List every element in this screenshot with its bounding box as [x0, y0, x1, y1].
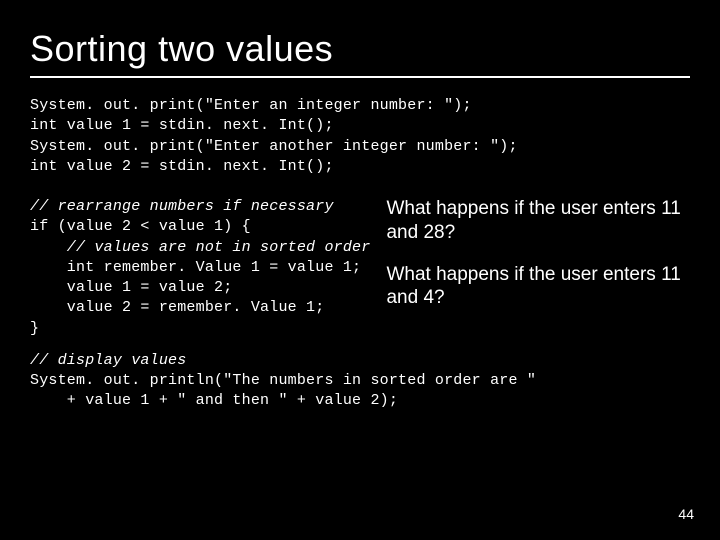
code-comment: // values are not in sorted order [30, 238, 370, 258]
code-comment: // display values [30, 351, 690, 371]
code-line: int value 2 = stdin. next. Int(); [30, 158, 334, 175]
code-line: value 1 = value 2; [30, 278, 370, 298]
questions-column: What happens if the user enters 11 and 2… [378, 197, 690, 339]
page-number: 44 [678, 506, 694, 522]
code-comment: // rearrange numbers if necessary [30, 197, 370, 217]
code-line: System. out. print("Enter another intege… [30, 138, 518, 155]
code-line: System. out. println("The numbers in sor… [30, 371, 690, 391]
code-line: value 2 = remember. Value 1; [30, 298, 370, 318]
slide: Sorting two values System. out. print("E… [0, 0, 720, 540]
code-line: + value 1 + " and then " + value 2); [30, 391, 690, 411]
code-block-1: System. out. print("Enter an integer num… [30, 96, 690, 177]
page-title: Sorting two values [30, 28, 690, 70]
code-line: int remember. Value 1 = value 1; [30, 258, 370, 278]
code-line: } [30, 319, 370, 339]
two-column-region: // rearrange numbers if necessary if (va… [30, 197, 690, 339]
question-2: What happens if the user enters 11 and 4… [386, 263, 690, 311]
code-block-3: // display values System. out. println("… [30, 351, 690, 412]
code-block-2: // rearrange numbers if necessary if (va… [30, 197, 370, 339]
code-line: int value 1 = stdin. next. Int(); [30, 117, 334, 134]
title-underline [30, 76, 690, 78]
code-line: System. out. print("Enter an integer num… [30, 97, 472, 114]
question-1: What happens if the user enters 11 and 2… [386, 197, 690, 245]
code-line: if (value 2 < value 1) { [30, 217, 370, 237]
